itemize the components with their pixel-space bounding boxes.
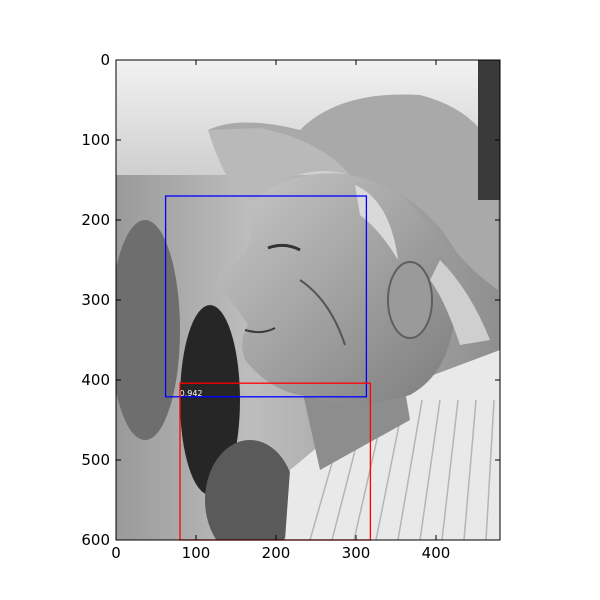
photo-shirt-stripe <box>485 399 495 540</box>
photo-shirt-stripe <box>463 399 477 540</box>
x-tick-label: 100 <box>182 544 211 562</box>
y-tick-label: 500 <box>81 451 110 469</box>
photo-wrinkle <box>299 279 346 346</box>
blue-box-score-label: 0.942 <box>180 389 203 398</box>
y-tick-label: 100 <box>81 131 110 149</box>
photo-dark-strip <box>478 60 500 200</box>
axis-ticks: 0 100 200 300 400 0 100 200 300 400 500 600 <box>81 51 500 562</box>
photo-shirt <box>285 350 500 540</box>
photo-bystander-hair <box>180 305 240 495</box>
photo-shirt-stripe <box>419 399 441 540</box>
photo-image <box>116 60 500 540</box>
y-tick-label: 400 <box>81 371 110 389</box>
photo-eye <box>267 243 301 252</box>
x-tick-label: 0 <box>111 544 121 562</box>
y-tick-label: 600 <box>81 531 110 549</box>
x-tick-label: 200 <box>262 544 291 562</box>
photo-ear <box>387 261 433 339</box>
photo-cap-strap <box>430 260 490 345</box>
photo-bystander-shoulder <box>205 440 295 540</box>
photo-cap-brim <box>208 128 350 200</box>
photo-shirt-stripe <box>397 399 423 540</box>
x-tick-label: 300 <box>342 544 371 562</box>
y-tick-label: 300 <box>81 291 110 309</box>
photo-face <box>216 173 455 403</box>
x-tick-label: 400 <box>422 544 451 562</box>
blue-box <box>164 195 368 398</box>
y-tick-label: 0 <box>100 51 110 69</box>
photo-mouth <box>244 327 276 334</box>
photo-bystander-left <box>116 220 180 440</box>
photo-shirt-stripe <box>441 399 459 540</box>
y-tick-label: 200 <box>81 211 110 229</box>
photo-hair <box>355 185 398 260</box>
